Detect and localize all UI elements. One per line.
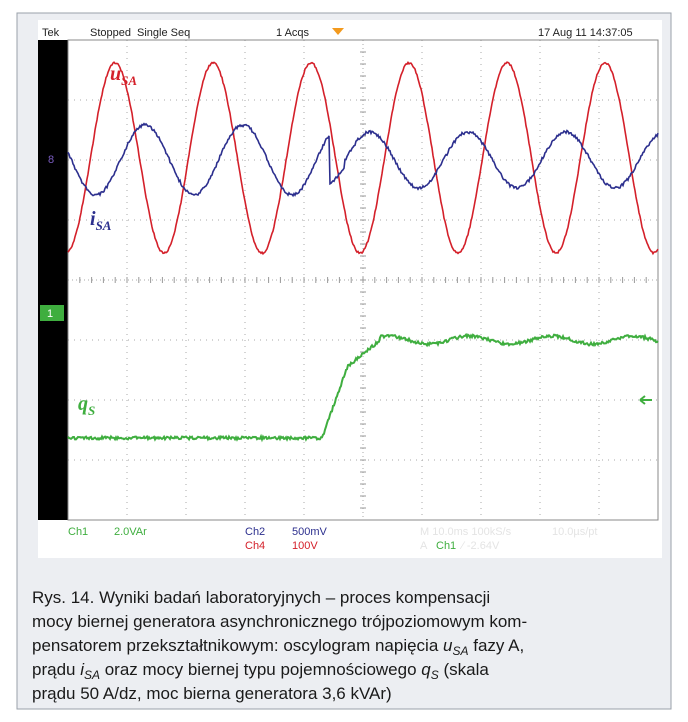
ref-marker: 8	[48, 154, 54, 166]
datetime: 17 Aug 11 14:37:05	[538, 27, 633, 39]
caption-line: mocy biernej generatora asynchronicznego…	[32, 612, 527, 631]
scope-screen	[38, 20, 662, 558]
q-sub: S	[88, 403, 95, 418]
brand: Tek	[42, 27, 60, 39]
ch2-scale: 500mV	[292, 526, 328, 538]
caption-text: prądu	[32, 660, 80, 679]
figure: Tek Stopped Single Seq 1 Acqs 17 Aug 11 …	[0, 0, 688, 722]
ch2: Ch2	[245, 526, 265, 538]
trigger-channel: Ch1	[436, 540, 456, 552]
caption-text: oraz mocy biernej typu pojemnościowego	[100, 660, 421, 679]
ch1: Ch1	[68, 526, 88, 538]
i-sub: SA	[96, 218, 112, 233]
caption-text: pensatorem przekształtnikowym: oscylogra…	[32, 636, 443, 655]
timebase: M 10.0ms 100kS/s	[420, 526, 512, 538]
resolution: 10.0µs/pt	[552, 526, 597, 538]
u-sub: SA	[121, 73, 137, 88]
ch1-scale: 2.0VAr	[114, 526, 147, 538]
caption-line: pensatorem przekształtnikowym: oscylogra…	[32, 636, 524, 658]
ch1-marker: 1	[47, 308, 53, 320]
acq-mode: Single Seq	[137, 27, 190, 39]
u-symbol: u	[110, 63, 121, 85]
caption-sub: SA	[84, 668, 100, 682]
caption-line: prądu 50 A/dz, moc bierna generatora 3,6…	[32, 684, 392, 703]
caption-sub: S	[431, 668, 439, 682]
acq-count: 1 Acqs	[276, 27, 310, 39]
caption-text: fazy A,	[469, 636, 525, 655]
trigger-source-label: A	[420, 540, 428, 552]
q-symbol: q	[78, 393, 88, 415]
acq-state: Stopped	[90, 27, 131, 39]
ch4-scale: 100V	[292, 540, 318, 552]
caption-text: prądu 50 A/dz, moc bierna generatora 3,6…	[32, 684, 392, 703]
ch4: Ch4	[245, 540, 265, 552]
caption-line: prądu iSA oraz mocy biernej typu pojemno…	[32, 660, 489, 682]
caption-text: Rys. 14. Wyniki badań laboratoryjnych – …	[32, 588, 490, 607]
caption-text: (skala	[439, 660, 490, 679]
trigger-level: ∕ -2.64V	[459, 540, 500, 552]
caption-sub: SA	[452, 644, 468, 658]
caption-line: Rys. 14. Wyniki badań laboratoryjnych – …	[32, 588, 490, 607]
caption-text: mocy biernej generatora asynchronicznego…	[32, 612, 527, 631]
scope-left-strip	[38, 40, 68, 520]
page: Tek Stopped Single Seq 1 Acqs 17 Aug 11 …	[0, 0, 688, 722]
